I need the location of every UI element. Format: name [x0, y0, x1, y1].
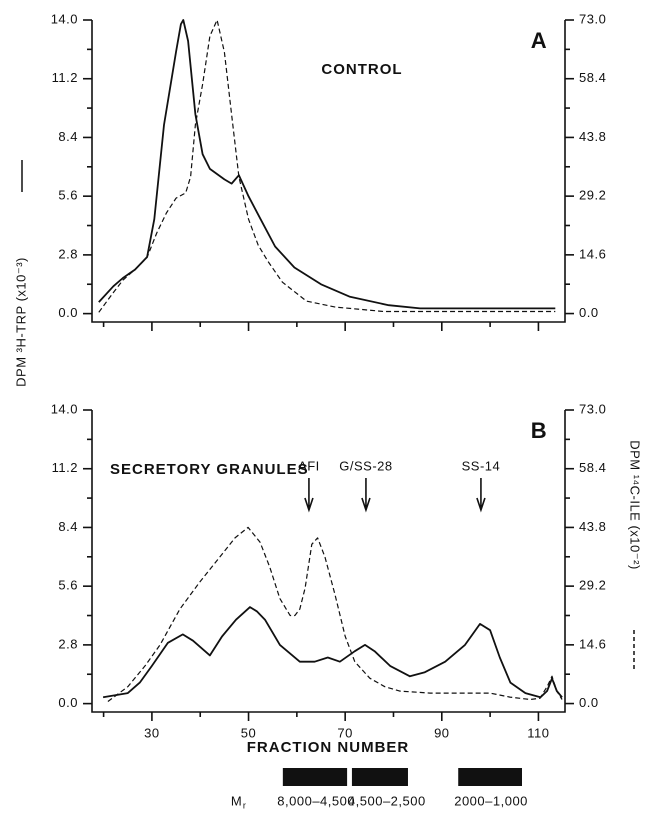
mw-band [458, 768, 522, 786]
axis-frame [91, 410, 566, 713]
y-tick-label: 2.8 [58, 636, 78, 651]
y-tick-label: 8.4 [58, 129, 78, 144]
panel-label: B [531, 418, 547, 443]
y2-tick-label: 43.8 [579, 519, 606, 534]
annotation: AFI [298, 458, 320, 473]
annotation-arrow [361, 478, 371, 513]
y-tick-label: 14.0 [51, 11, 78, 26]
y2-tick-label: 0.0 [579, 305, 599, 320]
y2-tick-label: 73.0 [579, 11, 606, 26]
annotation: SS-14 [462, 458, 501, 473]
y2-tick-label: 29.2 [579, 578, 606, 593]
y-tick-label: 14.0 [51, 401, 78, 416]
panel-label: A [531, 28, 547, 53]
solid-line [102, 606, 563, 699]
mw-band-label: 2000–1,000 [454, 793, 528, 808]
y-axis-label: DPM ³H-TRP (x10⁻³) [13, 257, 28, 387]
y-tick-label: 0.0 [58, 305, 78, 320]
solid-line [98, 19, 556, 310]
annotation-arrow [476, 478, 486, 513]
y2-axis-label: DPM ¹⁴C-ILE (x10⁻²) [628, 440, 643, 570]
mw-band [351, 768, 408, 786]
mw-band [282, 768, 348, 786]
mw-band-label: 4,500–2,500 [348, 793, 426, 808]
mw-prefix: M [231, 793, 242, 808]
mw-subscript: r [243, 800, 247, 810]
y2-tick-label: 14.6 [579, 246, 606, 261]
y2-tick-label: 0.0 [579, 695, 599, 710]
y2-tick-label: 58.4 [579, 460, 606, 475]
x-tick-label: 90 [434, 725, 449, 740]
y2-tick-label: 43.8 [579, 129, 606, 144]
y2-tick-label: 14.6 [579, 636, 606, 651]
x-tick-label: 30 [144, 725, 159, 740]
mw-band-label: 8,000–4,500 [277, 793, 355, 808]
x-tick-label: 110 [527, 725, 549, 740]
y-tick-label: 5.6 [58, 188, 78, 203]
y-tick-label: 5.6 [58, 578, 78, 593]
y-tick-label: 2.8 [58, 246, 78, 261]
y-tick-label: 11.2 [52, 70, 78, 85]
axis-frame [91, 20, 566, 323]
panel-title: SECRETORY GRANULES [110, 461, 309, 478]
dashed-line [107, 526, 563, 702]
dashed-line [98, 19, 556, 313]
x-tick-label: 50 [241, 725, 256, 740]
x-tick-label: 70 [337, 725, 352, 740]
y-tick-label: 8.4 [58, 519, 78, 534]
annotation: G/SS-28 [339, 458, 392, 473]
y2-tick-label: 29.2 [579, 188, 606, 203]
y2-tick-label: 73.0 [579, 401, 606, 416]
y-tick-label: 0.0 [58, 695, 78, 710]
y-tick-label: 11.2 [52, 460, 78, 475]
x-axis-label: FRACTION NUMBER [247, 739, 410, 756]
y2-tick-label: 58.4 [579, 70, 606, 85]
panel-title: CONTROL [321, 61, 402, 78]
annotation-arrow [304, 478, 314, 513]
